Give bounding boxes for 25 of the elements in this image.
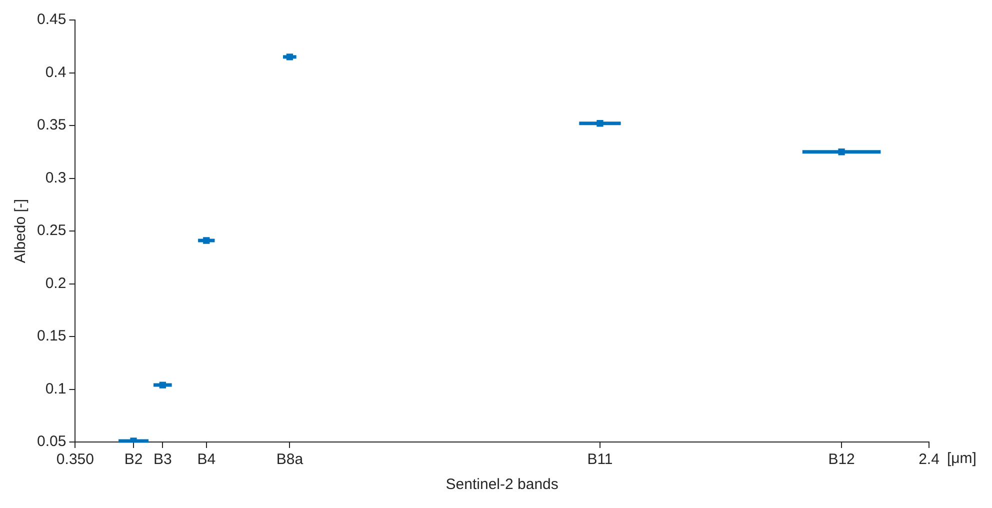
text: [μm] (947, 450, 976, 468)
point (286, 54, 294, 60)
y-tick-label: 0.15 (36, 328, 66, 345)
point (596, 120, 604, 127)
y-tick-label: 0.1 (45, 380, 66, 398)
x-tick-label: B2 (124, 451, 143, 468)
y-tick-label: 0.35 (36, 116, 66, 134)
point (838, 148, 845, 156)
point (159, 382, 166, 388)
y-tick-label: 0.3 (45, 169, 66, 186)
x-tick-label: 2.4 (918, 451, 940, 468)
y-tick-label: 0.45 (36, 11, 66, 28)
y-tick-label: 0.05 (36, 433, 66, 450)
y-tick-label: 0.4 (45, 64, 66, 81)
y-axis-title: Albedo [-] (12, 198, 30, 264)
x-tick-label: B11 (587, 451, 613, 468)
x-axis-title: Sentinel-2 bands (446, 476, 558, 494)
x-tick-label: B12 (828, 451, 855, 468)
x-tick-label: B3 (153, 451, 172, 468)
y-tick-label: 0.2 (45, 274, 66, 292)
x-tick-label: B4 (197, 451, 216, 468)
x-tick-label: B8a (276, 451, 304, 468)
y-tick-label: 0.25 (36, 222, 66, 240)
point (203, 237, 210, 244)
x-tick-label: 0.350 (56, 451, 94, 468)
